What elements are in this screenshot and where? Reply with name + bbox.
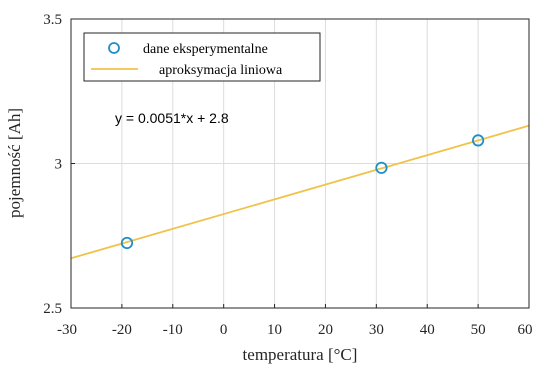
x-tick-label-7: 40 — [420, 322, 435, 338]
y-tick-label-2: 3.5 — [43, 12, 62, 28]
legend: dane eksperymentalne aproksymacja liniow… — [83, 32, 321, 82]
x-tick-label-6: 30 — [369, 322, 384, 338]
x-tick-label-0: -30 — [57, 322, 77, 338]
legend-entry-data: dane eksperymentalne — [143, 42, 268, 57]
series-line-layer — [70, 124, 530, 260]
y-tick-label-1: 3 — [55, 157, 63, 173]
x-tick-label-3: 0 — [220, 322, 228, 338]
x-tick-label-1: -20 — [112, 322, 132, 338]
data-point-0 — [120, 236, 134, 250]
x-axis-label: temperatura [°C] — [243, 345, 358, 364]
fit-line — [70, 124, 530, 260]
x-tick-label-9: 60 — [518, 322, 533, 338]
x-tick-label-8: 50 — [471, 322, 486, 338]
x-tick-label-4: 10 — [267, 322, 282, 338]
data-point-1 — [375, 161, 388, 174]
legend-entry-fit: aproksymacja liniowa — [159, 63, 283, 78]
y-tick-label-0: 2.5 — [43, 301, 62, 317]
series-markers-layer — [120, 134, 485, 250]
x-tick-label-2: -10 — [163, 322, 183, 338]
x-tick-label-5: 20 — [318, 322, 333, 338]
x-tick-labels: -30 -20 -10 0 10 20 30 40 50 60 — [57, 304, 533, 338]
y-axis-label: pojemność [Ah] — [5, 108, 24, 218]
data-point-2 — [472, 134, 485, 147]
y-tick-labels: 2.5 3 3.5 — [43, 12, 75, 317]
legend-box — [83, 32, 321, 82]
legend-marker-icon — [108, 42, 120, 54]
fit-equation: y = 0.0051*x + 2.8 — [115, 110, 229, 126]
